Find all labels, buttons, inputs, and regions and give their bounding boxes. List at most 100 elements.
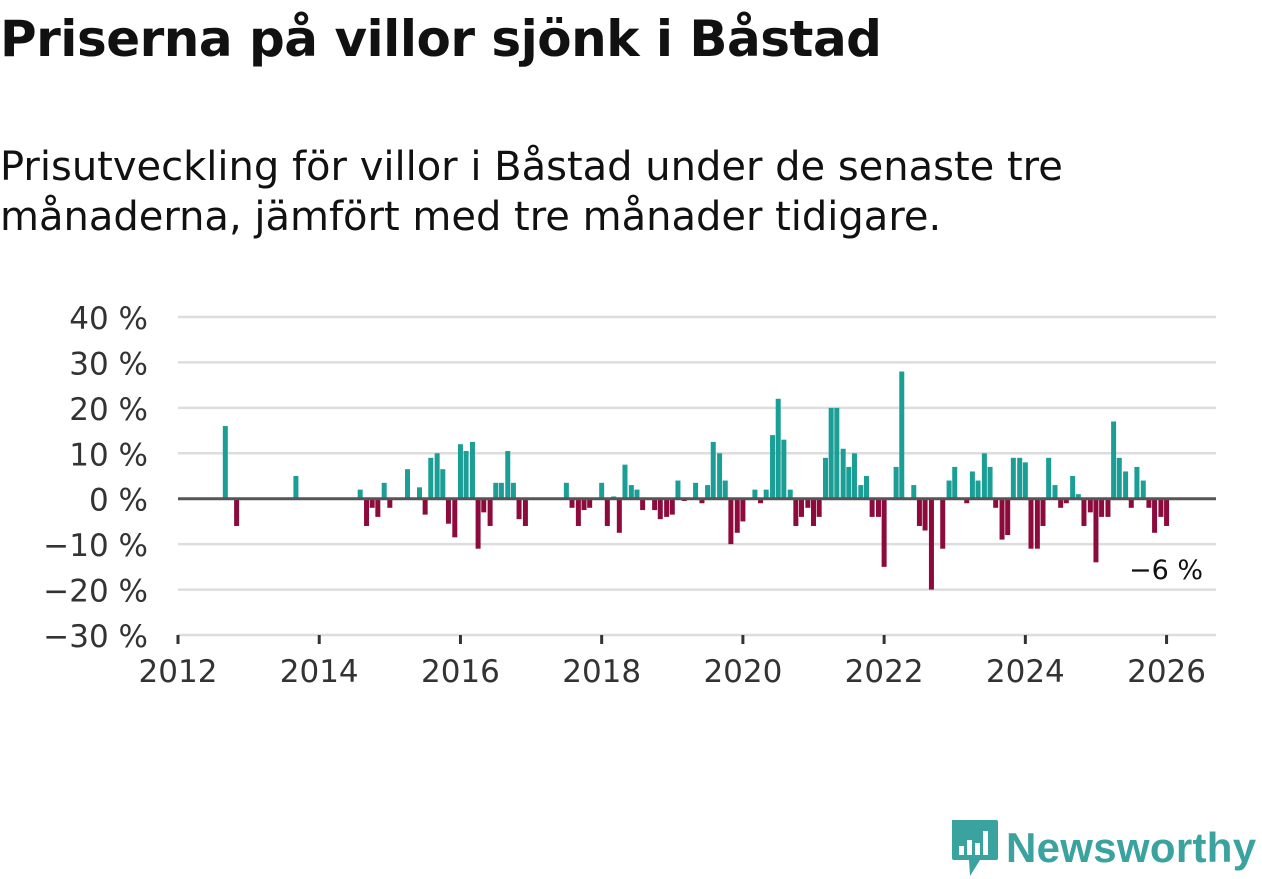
bar <box>740 498 746 522</box>
bar <box>770 435 776 499</box>
bar <box>881 498 887 567</box>
bar <box>834 407 840 499</box>
bar <box>375 498 381 517</box>
bar <box>1075 494 1081 499</box>
bar <box>516 498 522 520</box>
bar <box>1158 498 1164 517</box>
bar <box>858 485 864 499</box>
bar <box>781 439 787 499</box>
bar <box>863 476 869 499</box>
bar <box>1128 498 1134 508</box>
bar <box>1093 498 1099 563</box>
bar <box>710 441 716 499</box>
bar <box>616 498 622 533</box>
y-tick-label: −10 % <box>43 528 148 564</box>
bar <box>445 498 451 524</box>
x-tick-label: 2024 <box>986 654 1065 690</box>
bar <box>381 482 387 499</box>
bar <box>875 498 881 517</box>
bar <box>1063 498 1069 504</box>
bar <box>1146 498 1152 508</box>
bar <box>587 498 593 508</box>
bar <box>1034 498 1040 549</box>
bar <box>387 498 393 508</box>
bar <box>758 498 764 504</box>
x-tick-label: 2016 <box>421 654 500 690</box>
bar <box>1046 457 1052 499</box>
y-tick-labels: −30 % −20 % −10 % 0 % 10 % 20 % 30 % 40 % <box>43 301 148 655</box>
bars <box>222 371 1170 590</box>
bar <box>599 482 605 499</box>
y-tick-label: 20 % <box>69 392 148 428</box>
bar <box>893 466 899 499</box>
bar <box>734 498 740 533</box>
bar <box>899 371 905 499</box>
bar <box>964 498 970 504</box>
bar <box>1005 498 1011 536</box>
bar <box>440 469 446 499</box>
bar <box>293 476 299 499</box>
bar <box>1105 498 1111 517</box>
bar <box>1116 457 1122 499</box>
bar <box>669 498 675 515</box>
bar <box>640 498 646 511</box>
bar <box>1140 480 1146 499</box>
bar <box>840 448 846 499</box>
bar <box>1087 498 1093 513</box>
bar-chart: −30 %−20 %−10 %0 %10 %20 %30 %40 % 2012 2… <box>43 301 1216 690</box>
bar <box>481 498 487 513</box>
bar <box>457 444 463 499</box>
bar <box>752 489 758 499</box>
bar <box>775 398 781 499</box>
bar <box>928 498 934 590</box>
chart-title: Priserna på villor sjönk i Båstad <box>0 10 882 68</box>
y-tick-label: −20 % <box>43 574 148 610</box>
bar <box>787 489 793 499</box>
bar <box>1164 498 1170 526</box>
bar <box>805 498 811 508</box>
last-value-annotation: −6 % <box>1129 555 1203 586</box>
bar <box>505 451 511 499</box>
x-tick-label: 2022 <box>845 654 924 690</box>
bar <box>793 498 799 526</box>
bar <box>952 466 958 499</box>
bar <box>728 498 734 545</box>
bar <box>1099 498 1105 517</box>
bar <box>428 457 434 499</box>
bar <box>763 489 769 499</box>
bar <box>498 482 504 499</box>
bar <box>940 498 946 549</box>
bar <box>422 498 428 515</box>
bar <box>675 480 681 499</box>
bar <box>357 489 363 499</box>
bar <box>705 485 711 499</box>
bar <box>1123 471 1129 499</box>
bar <box>1010 457 1016 499</box>
bar <box>452 498 458 538</box>
bar <box>1052 485 1058 499</box>
y-tick-label: 30 % <box>69 346 148 382</box>
bar <box>869 498 875 517</box>
bar <box>993 498 999 508</box>
bar <box>1134 466 1140 499</box>
bar <box>493 482 499 499</box>
bar <box>851 453 857 499</box>
bar <box>699 498 705 504</box>
bar <box>922 498 928 531</box>
bar <box>522 498 528 526</box>
bar <box>664 498 670 517</box>
x-tick-label: 2026 <box>1127 654 1206 690</box>
bar <box>1028 498 1034 549</box>
bar <box>846 466 852 499</box>
bar <box>434 453 440 499</box>
bar <box>999 498 1005 540</box>
bar <box>1022 462 1028 499</box>
bar <box>1111 421 1117 499</box>
bar <box>969 471 975 499</box>
bar <box>811 498 817 526</box>
bar <box>234 498 240 526</box>
bar <box>475 498 481 549</box>
bar <box>364 498 370 526</box>
bar <box>823 457 829 499</box>
bar <box>828 407 834 499</box>
